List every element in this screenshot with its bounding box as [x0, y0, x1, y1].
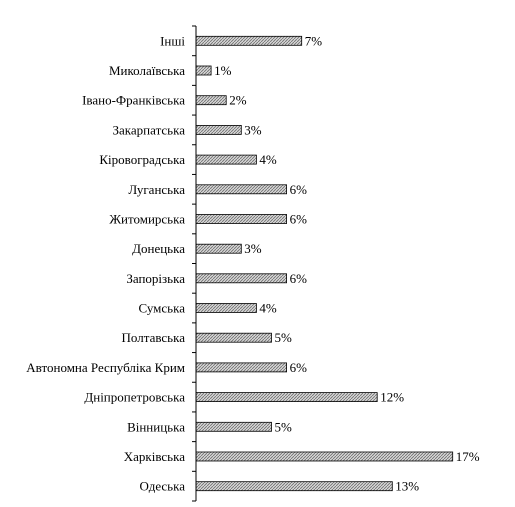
- bar: [195, 332, 272, 343]
- category-label: Миколаївська: [109, 63, 185, 78]
- value-label: 3%: [244, 122, 261, 137]
- y-axis-ticks: [192, 25, 196, 502]
- bar-series: [195, 35, 454, 492]
- category-label: Житомирська: [109, 212, 185, 227]
- category-label: Полтавська: [122, 330, 186, 345]
- bar: [195, 273, 287, 284]
- category-label: Інші: [160, 33, 185, 48]
- bar: [195, 451, 454, 462]
- bar: [195, 184, 287, 195]
- bar: [195, 392, 378, 403]
- category-label: Харківська: [124, 449, 185, 464]
- category-label: Автономна Республіка Крим: [26, 360, 185, 375]
- value-label: 6%: [290, 212, 308, 227]
- category-label: Сумська: [139, 301, 186, 316]
- bar: [195, 214, 287, 224]
- value-label: 17%: [456, 449, 480, 464]
- category-label: Івано-Франківська: [82, 93, 185, 108]
- value-label: 2%: [229, 93, 247, 108]
- category-label: Закарпатська: [113, 122, 186, 137]
- bar: [195, 65, 212, 76]
- value-label: 4%: [259, 152, 277, 167]
- category-label: Запорізька: [126, 271, 185, 286]
- value-label: 13%: [395, 479, 419, 494]
- bar: [195, 421, 272, 432]
- value-label: 1%: [214, 63, 232, 78]
- bar: [195, 481, 393, 492]
- value-label: 3%: [244, 241, 261, 256]
- value-label: 4%: [259, 301, 277, 316]
- value-label: 12%: [380, 390, 404, 405]
- value-label: 6%: [290, 182, 308, 197]
- value-label: 5%: [275, 330, 293, 345]
- bar: [195, 362, 287, 373]
- category-labels: Інші Миколаївська Івано-Франківська Закарпа…: [26, 33, 185, 493]
- bar: [195, 125, 242, 135]
- bar: [195, 95, 227, 106]
- bar: [195, 35, 303, 46]
- value-label: 7%: [305, 33, 323, 48]
- category-label: Кіровоградська: [99, 152, 185, 167]
- category-label: Вінницька: [127, 419, 185, 434]
- category-label: Донецька: [132, 241, 185, 256]
- bar: [195, 154, 257, 165]
- category-label: Луганська: [128, 182, 185, 197]
- category-label: Дніпропетровська: [84, 390, 185, 405]
- value-labels: 7% 1% 2% 3% 4% 6% 6% 3% 6% 4% 5% 6% 12% 5% 17% 13%: [214, 33, 480, 493]
- value-label: 5%: [275, 419, 293, 434]
- value-label: 6%: [290, 360, 308, 375]
- bar: [195, 303, 257, 313]
- category-label: Одеська: [139, 479, 185, 494]
- value-label: 6%: [290, 271, 308, 286]
- bar: [195, 243, 242, 254]
